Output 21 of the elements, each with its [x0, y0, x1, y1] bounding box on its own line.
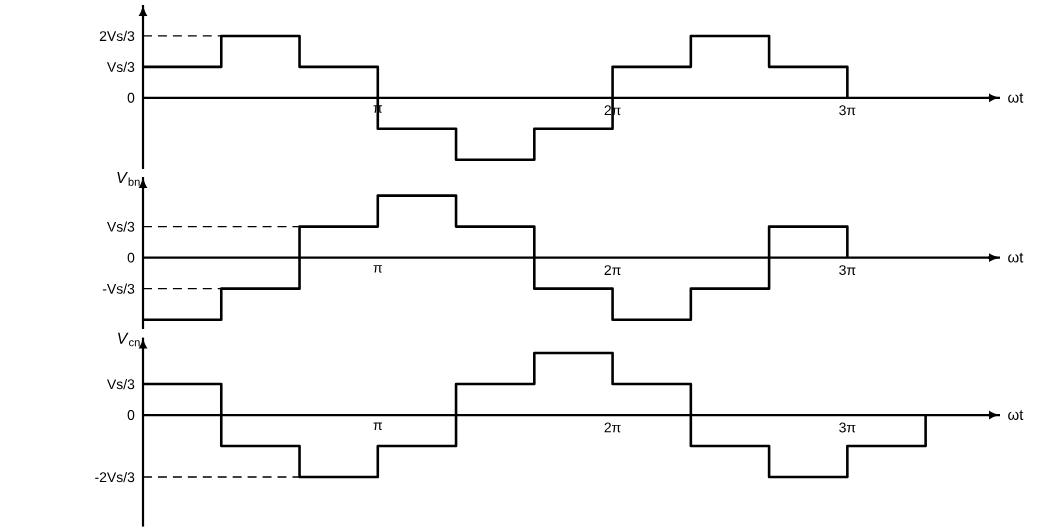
- x-tick-label: 3π: [839, 265, 856, 276]
- annotation: 0: [127, 252, 135, 263]
- text: ωt: [1008, 252, 1024, 263]
- x-tick-label: 3π: [839, 105, 856, 116]
- ref-line-label: -Vs/3: [102, 283, 135, 294]
- ref-line-label: 2Vs/3: [99, 30, 135, 42]
- y-axis-title: V$_{bn}$: [117, 172, 140, 186]
- x-tick-label: 2π: [604, 422, 621, 433]
- text: Vs/3: [106, 378, 135, 390]
- text: 0: [127, 410, 135, 420]
- x-tick-label: π: [373, 422, 382, 431]
- x-tick-label: π: [373, 265, 382, 273]
- ref-line-label: Vs/3: [106, 221, 135, 232]
- text: ωt: [1008, 410, 1024, 420]
- annotation: 0: [127, 92, 135, 103]
- x-tick-label: 2π: [604, 265, 621, 276]
- annotation: Vs/3: [106, 61, 135, 72]
- text: ωt: [1008, 92, 1024, 103]
- ref-line-label: -2Vs/3: [95, 471, 135, 483]
- y-axis-title: V$_{cn}$: [118, 332, 140, 347]
- x-tick-label: 3π: [839, 422, 856, 433]
